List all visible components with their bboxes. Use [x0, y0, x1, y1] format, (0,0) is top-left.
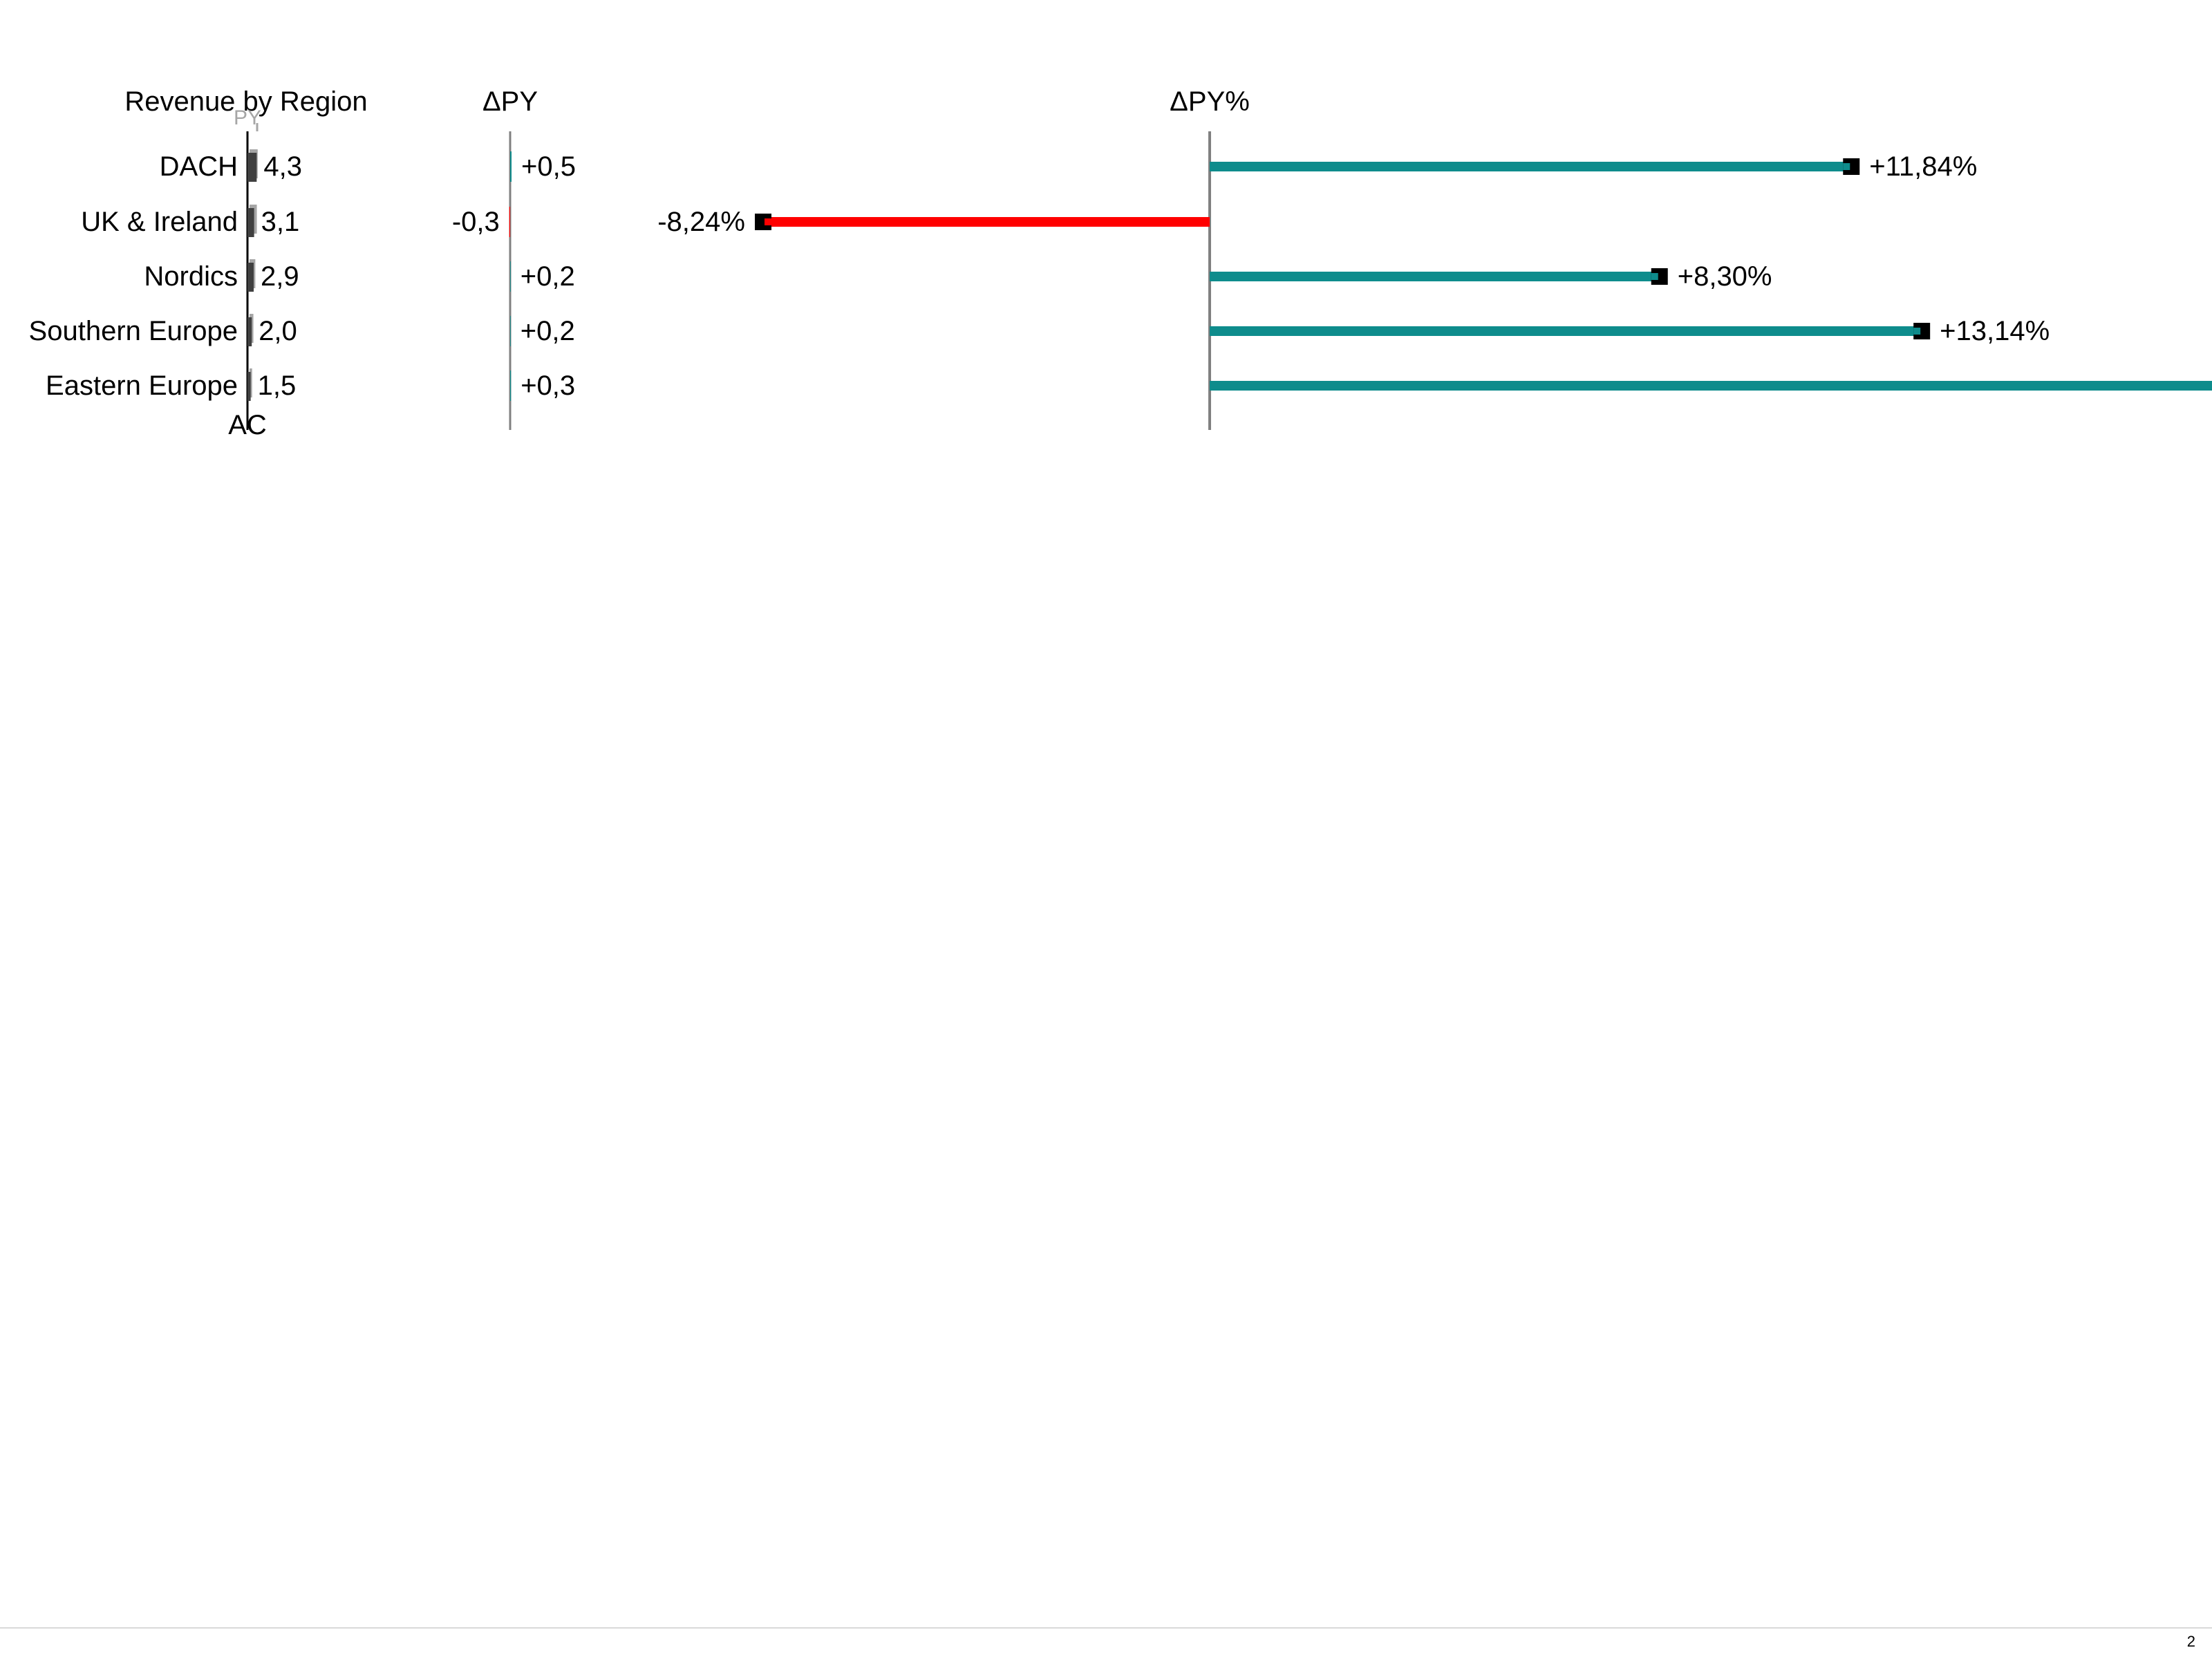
footer-divider [0, 1627, 2212, 1629]
delta-py-pct-value-label: +13,14% [1940, 316, 2050, 346]
ac-value-label: 3,1 [261, 207, 300, 237]
delta-py-value-label: +0,2 [521, 261, 575, 292]
delta-py-bar [510, 261, 511, 292]
delta-py-pct-value-label: -8,24% [657, 207, 745, 237]
category-label: Southern Europe [29, 316, 238, 346]
ac-value-label: 2,9 [261, 261, 299, 292]
ac-value-label: 2,0 [259, 316, 297, 346]
delta-py-bar [509, 207, 510, 237]
page-number: 2 [2186, 1633, 2195, 1650]
category-label: Nordics [144, 261, 238, 292]
delta-py-pct-marker-inner [1843, 163, 1850, 170]
ac-value-label: 1,5 [258, 371, 297, 401]
delta-py-pct-pin [1210, 326, 1922, 336]
delta-py-bar [510, 316, 511, 346]
delta-py-pct-value-label: +11,84% [1869, 151, 1977, 182]
delta-py-value-label: -0,3 [452, 207, 500, 237]
delta-py-pct-marker-inner [764, 218, 771, 225]
delta-py-pct-pin [762, 217, 1210, 227]
delta-py-header: ΔPY [482, 86, 538, 117]
delta-py-value-label: +0,2 [521, 316, 575, 346]
delta-py-pct-pin [1210, 162, 1852, 171]
ac-bar [247, 372, 251, 401]
delta-py-pct-marker-inner [1651, 273, 1658, 280]
chart-title: Revenue by Region [124, 86, 367, 117]
ac-bar [247, 263, 254, 292]
delta-py-pct-header: ΔPY% [1170, 86, 1250, 117]
ac-bar [247, 317, 252, 346]
delta-py-pct-marker-inner [1913, 328, 1921, 335]
category-label: Eastern Europe [46, 371, 238, 401]
category-label: UK & Ireland [81, 207, 238, 237]
category-label: DACH [160, 151, 238, 182]
delta-py-pct-pin [1210, 272, 1660, 281]
delta-py-pct-value-label: +8,30% [1678, 261, 1772, 292]
delta-py-bar [510, 151, 512, 182]
ac-value-label: 4,3 [263, 151, 302, 182]
py-bar [250, 368, 252, 397]
delta-py-value-label: +0,3 [521, 371, 575, 401]
delta-py-value-label: +0,5 [521, 151, 576, 182]
delta-py-pct-pin [1210, 381, 2212, 391]
ac-bar [247, 153, 257, 182]
chart-marks: DACH 4,3 UK & Ireland 3,1 Nordics 2,9 Southern… [29, 123, 2212, 430]
ac-bar [247, 208, 254, 237]
delta-py-bar [510, 371, 512, 401]
